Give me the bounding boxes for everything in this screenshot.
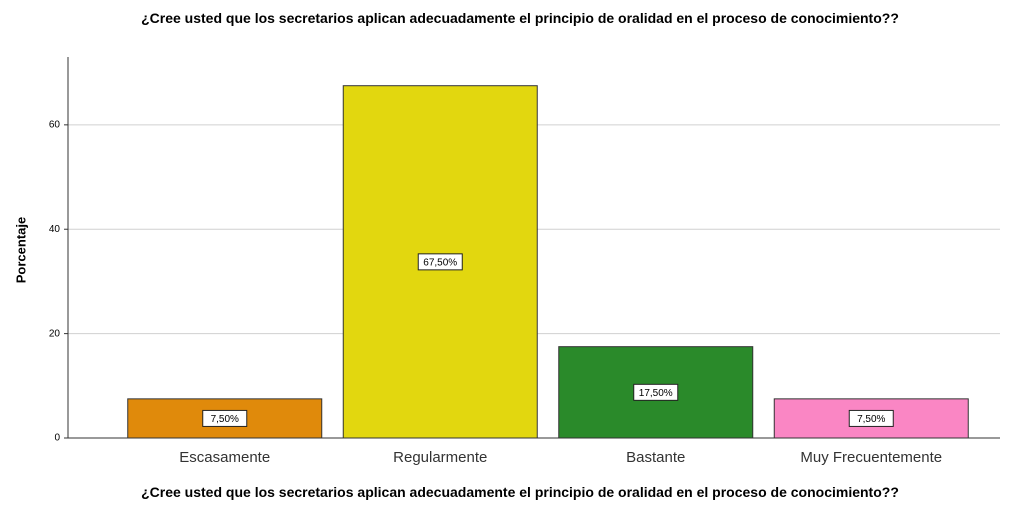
x-tick-label: Regularmente — [393, 449, 487, 466]
y-axis-label: Porcentaje — [13, 217, 28, 283]
value-label-box — [848, 409, 894, 427]
value-label: 7,50% — [857, 414, 885, 425]
value-label: 17,50% — [639, 388, 673, 399]
x-tick-label: Escasamente — [179, 449, 270, 466]
value-label-box — [633, 383, 679, 401]
x-axis-label: ¿Cree usted que los secretarios aplican … — [141, 484, 899, 500]
value-label: 7,50% — [211, 414, 239, 425]
value-label: 67,50% — [423, 257, 457, 268]
chart-title: ¿Cree usted que los secretarios aplican … — [141, 10, 899, 26]
x-tick-label: Muy Frecuentemente — [800, 449, 942, 466]
x-tick-label: Bastante — [626, 449, 685, 466]
value-label-box — [417, 253, 463, 271]
y-tick-label: 60 — [49, 119, 61, 130]
y-tick-label: 40 — [49, 224, 61, 235]
y-tick-label: 0 — [54, 433, 60, 444]
y-tick-label: 20 — [49, 328, 61, 339]
value-label-box — [202, 409, 248, 427]
